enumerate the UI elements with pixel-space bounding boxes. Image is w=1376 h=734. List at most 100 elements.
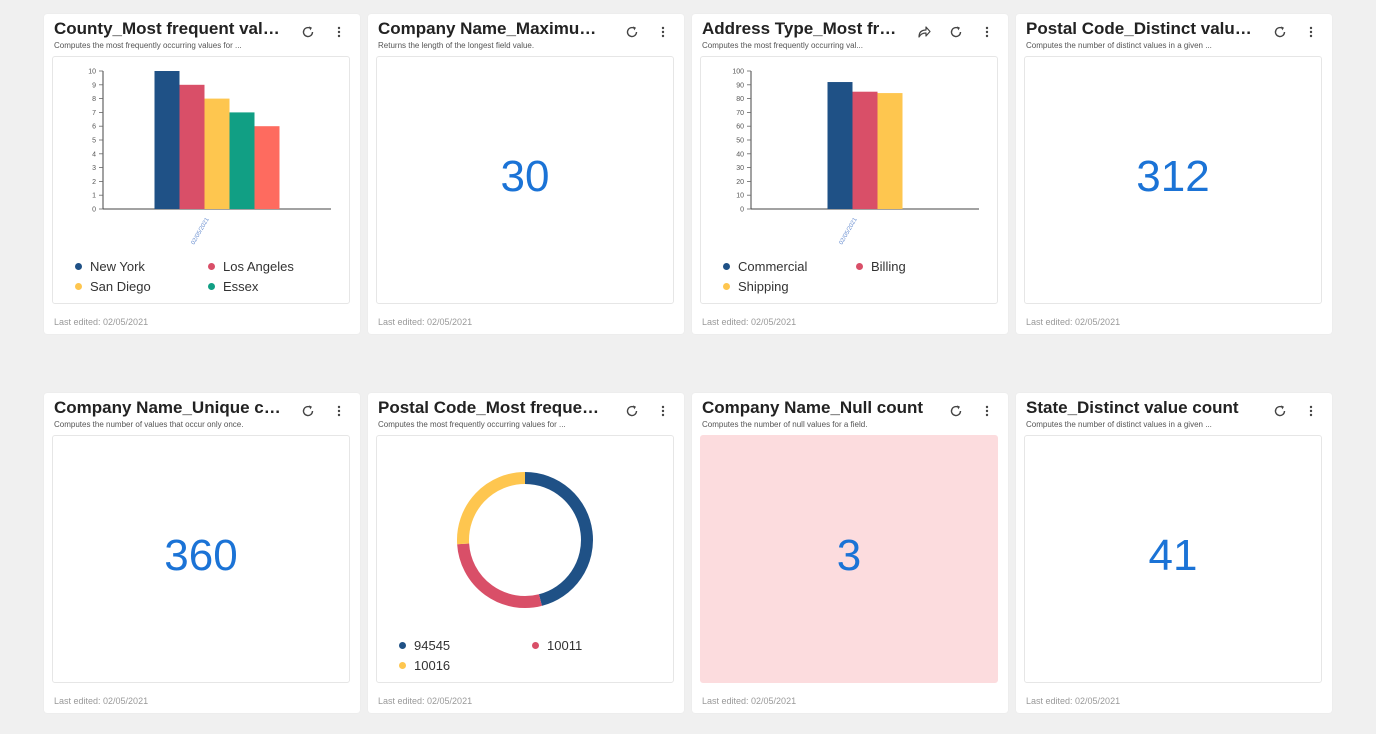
refresh-icon[interactable] (624, 24, 640, 40)
y-tick-label: 70 (736, 110, 744, 117)
y-tick-label: 6 (92, 124, 96, 131)
widget-card-company-max: Company Name_Maximum ... Returns the len… (368, 14, 684, 334)
refresh-icon[interactable] (1272, 24, 1288, 40)
refresh-icon[interactable] (624, 403, 640, 419)
x-tick-label: 02/05/2021 (191, 216, 212, 246)
widget-description: Computes the number of null values for a… (702, 420, 868, 429)
more-vertical-icon[interactable] (331, 24, 347, 40)
y-tick-label: 4 (92, 151, 96, 158)
y-tick-label: 20 (736, 179, 744, 186)
widget-title: Company Name_Unique co... (54, 398, 282, 417)
y-tick-label: 0 (92, 207, 96, 214)
bar (154, 71, 180, 209)
widget-title: Postal Code_Most frequent... (378, 398, 606, 417)
y-tick-label: 1 (92, 193, 96, 200)
metric-value: 41 (1148, 531, 1198, 580)
more-vertical-icon[interactable] (1303, 24, 1319, 40)
widget-card-postal-frequent: Postal Code_Most frequent... Computes th… (368, 393, 684, 713)
refresh-icon[interactable] (948, 403, 964, 419)
widget-description: Returns the length of the longest field … (378, 41, 535, 50)
y-tick-label: 2 (92, 179, 96, 186)
y-tick-label: 8 (92, 96, 96, 103)
y-tick-label: 30 (736, 165, 744, 172)
y-tick-label: 50 (736, 138, 744, 145)
widget-title: State_Distinct value count (1026, 398, 1239, 417)
widget-description: Computes the number of distinct values i… (1026, 41, 1212, 50)
widget-card-state-distinct: State_Distinct value count Computes the … (1016, 393, 1332, 713)
last-edited-text: Last edited: 02/05/2021 (54, 696, 149, 706)
y-tick-label: 10 (88, 69, 96, 76)
widget-title: Postal Code_Distinct value ... (1026, 19, 1254, 38)
metric-value: 30 (500, 152, 550, 201)
y-tick-label: 10 (736, 193, 744, 200)
widget-card-address-type: Address Type_Most fre... Computes the mo… (692, 14, 1008, 334)
county-bar-chart: 0 1 2 3 4 5 6 7 8 9 10 02/05/2021 (88, 69, 331, 246)
bar (179, 84, 205, 209)
metric-value: 360 (164, 531, 238, 580)
donut-chart-panel: 94545 10011 10016 (376, 435, 674, 683)
widget-title: County_Most frequent values (54, 19, 282, 38)
y-tick-label: 9 (92, 82, 96, 89)
bar (254, 126, 280, 209)
y-tick-label: 3 (92, 165, 96, 172)
y-tick-label: 90 (736, 82, 744, 89)
more-vertical-icon[interactable] (331, 403, 347, 419)
metric-panel: 360 (52, 435, 350, 683)
donut-slice (457, 472, 526, 545)
widget-title: Address Type_Most fre... (702, 19, 902, 38)
postal-code-donut-chart (457, 472, 593, 608)
widget-title: Company Name_Null count (702, 398, 924, 417)
widget-description: Computes the number of distinct values i… (1026, 420, 1212, 429)
more-vertical-icon[interactable] (655, 403, 671, 419)
more-vertical-icon[interactable] (1303, 403, 1319, 419)
y-tick-label: 80 (736, 96, 744, 103)
widget-card-county: County_Most frequent values Computes the… (44, 14, 360, 334)
metric-panel: 30 (376, 56, 674, 304)
widget-title: Company Name_Maximum ... (378, 19, 606, 38)
metric-panel: 312 (1024, 56, 1322, 304)
y-tick-label: 7 (92, 110, 96, 117)
y-tick-label: 60 (736, 124, 744, 131)
bar (852, 91, 878, 209)
bar-chart-panel: 0 10 20 30 40 50 60 70 80 90 100 02/05/2021 Commerc… (700, 56, 998, 304)
widget-description: Computes the most frequently occurring v… (378, 420, 566, 429)
refresh-icon[interactable] (300, 24, 316, 40)
last-edited-text: Last edited: 02/05/2021 (1026, 696, 1121, 706)
bar (204, 98, 230, 209)
x-tick-label: 02/05/2021 (839, 216, 860, 246)
widget-card-company-unique: Company Name_Unique co... Computes the n… (44, 393, 360, 713)
more-vertical-icon[interactable] (655, 24, 671, 40)
y-tick-label: 5 (92, 138, 96, 145)
bar-chart-panel: 0 1 2 3 4 5 6 7 8 9 10 02/05/2021 New York Los Ange… (52, 56, 350, 304)
widget-description: Computes the number of values that occur… (54, 420, 244, 429)
y-tick-label: 40 (736, 151, 744, 158)
donut-slice (524, 472, 593, 606)
bar (877, 93, 903, 209)
metric-panel-alert: 3 (700, 435, 998, 683)
bar (827, 82, 853, 209)
more-vertical-icon[interactable] (979, 24, 995, 40)
bar (229, 112, 255, 209)
last-edited-text: Last edited: 02/05/2021 (378, 696, 473, 706)
refresh-icon[interactable] (948, 24, 964, 40)
widget-card-postal-distinct: Postal Code_Distinct value ... Computes … (1016, 14, 1332, 334)
metric-panel: 41 (1024, 435, 1322, 683)
last-edited-text: Last edited: 02/05/2021 (702, 317, 797, 327)
donut-slice (457, 543, 542, 608)
last-edited-text: Last edited: 02/05/2021 (54, 317, 149, 327)
y-tick-label: 0 (740, 207, 744, 214)
metric-value: 3 (836, 531, 862, 580)
last-edited-text: Last edited: 02/05/2021 (702, 696, 797, 706)
widget-description: Computes the most frequently occurring v… (702, 41, 863, 50)
widget-description: Computes the most frequently occurring v… (54, 41, 242, 50)
refresh-icon[interactable] (1272, 403, 1288, 419)
last-edited-text: Last edited: 02/05/2021 (1026, 317, 1121, 327)
last-edited-text: Last edited: 02/05/2021 (378, 317, 473, 327)
address-type-bar-chart: 0 10 20 30 40 50 60 70 80 90 100 02/05/2021 (732, 69, 979, 246)
widget-card-company-null: Company Name_Null count Computes the num… (692, 393, 1008, 713)
refresh-icon[interactable] (300, 403, 316, 419)
y-tick-label: 100 (732, 69, 744, 76)
more-vertical-icon[interactable] (979, 403, 995, 419)
metric-value: 312 (1136, 152, 1210, 201)
share-icon[interactable] (916, 24, 932, 40)
